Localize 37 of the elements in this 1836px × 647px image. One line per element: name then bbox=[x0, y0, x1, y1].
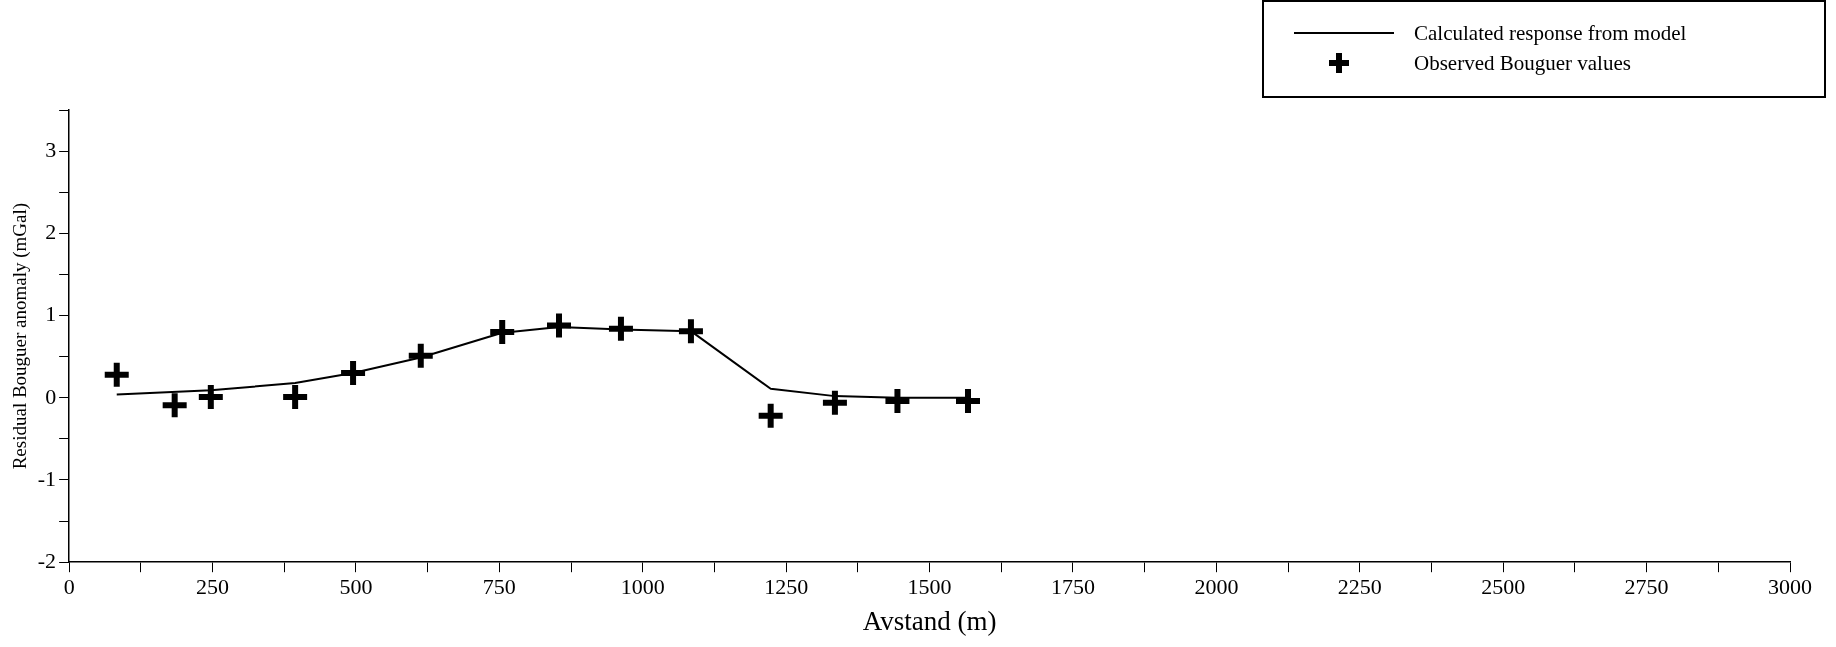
x-tick-label: 1250 bbox=[764, 574, 809, 600]
x-tick-label: 0 bbox=[63, 574, 75, 600]
x-tick-label: 2000 bbox=[1194, 574, 1239, 600]
point bbox=[758, 403, 783, 428]
y-tick-label: -1 bbox=[37, 465, 57, 491]
point bbox=[678, 319, 703, 344]
point bbox=[283, 384, 308, 409]
x-tick-label: 3000 bbox=[1768, 574, 1812, 600]
y-tick-label: 0 bbox=[45, 383, 57, 409]
x-tick-label: 500 bbox=[339, 574, 373, 600]
text: Observed Bouguer values bbox=[1414, 50, 1631, 76]
x-tick-label: 1500 bbox=[907, 574, 952, 600]
point bbox=[956, 389, 980, 414]
y-axis-title: Residual Bouguer anomaly (mGal) bbox=[9, 202, 32, 470]
point bbox=[162, 393, 187, 418]
point bbox=[408, 343, 433, 368]
point bbox=[885, 389, 910, 414]
x-axis-title: Avstand (m) bbox=[862, 605, 997, 636]
y-tick-label: 2 bbox=[45, 219, 57, 245]
x-tick-label: 2250 bbox=[1337, 574, 1382, 600]
x-tick-label: 250 bbox=[196, 574, 230, 600]
point bbox=[490, 319, 515, 344]
x-tick-label: 2750 bbox=[1624, 574, 1669, 600]
point bbox=[198, 384, 223, 409]
y-tick-label: 1 bbox=[45, 301, 57, 327]
point bbox=[822, 390, 847, 415]
x-tick-label: 1750 bbox=[1050, 574, 1095, 600]
point bbox=[104, 362, 129, 387]
point bbox=[341, 361, 366, 386]
x-tick-label: 750 bbox=[482, 574, 516, 600]
y-tick-label: 3 bbox=[45, 136, 57, 162]
legend-label: Calculated response from model bbox=[1414, 20, 1687, 46]
point bbox=[608, 316, 633, 341]
y-tick-label: -2 bbox=[37, 547, 57, 573]
point bbox=[547, 313, 571, 338]
x-tick-label: 2500 bbox=[1481, 574, 1526, 600]
x-tick-label: 1000 bbox=[620, 574, 665, 600]
